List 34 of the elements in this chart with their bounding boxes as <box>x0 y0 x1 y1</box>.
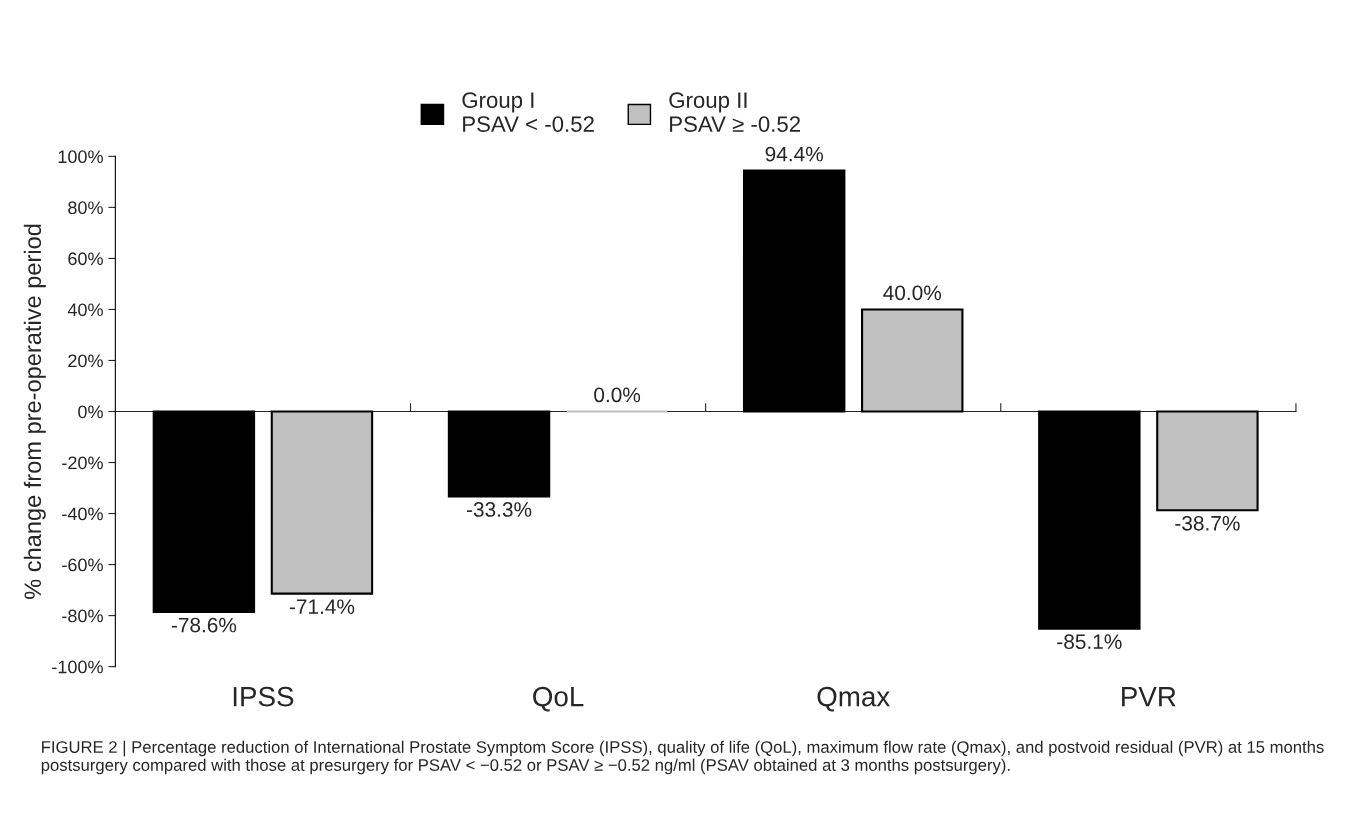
y-tick-label: -40% <box>62 507 103 521</box>
data-label: -78.6% <box>171 617 237 633</box>
y-tick-label: 0% <box>78 405 103 419</box>
y-tick-label: 20% <box>68 354 103 368</box>
data-label: 0.0% <box>594 387 641 403</box>
data-label: 94.4% <box>765 146 823 162</box>
y-tick-label: -20% <box>62 456 103 470</box>
bar <box>1156 410 1259 512</box>
bar <box>152 410 256 614</box>
bar <box>447 410 551 498</box>
y-tick-label: -100% <box>52 660 103 674</box>
x-tick-label: Qmax <box>817 686 890 712</box>
y-tick-label: 100% <box>58 150 103 164</box>
data-label: -85.1% <box>1057 634 1122 650</box>
y-tick-label: 40% <box>67 303 103 317</box>
caption: FIGURE 2 | Percentage reduction of International Prostate Symptom Score (IPSS), quality of life (QoL), maximum flow rate (Qmax), and postvoid residual (PVR) at 15 months postsurgery compared with those at presurgery for PSAV < −0.52 or PSAV ≥ −0.52 ng/ml (PSAV obtained at 3 months postsurgery). <box>41 740 1324 775</box>
y-axis-title: % change from pre-operative period <box>23 224 46 599</box>
y-tick-label: -60% <box>62 558 103 572</box>
legend-label: Group I PSAV < -0.52 <box>462 92 594 132</box>
bar <box>270 410 374 595</box>
x-tick-label: QoL <box>533 686 584 712</box>
bar <box>742 169 846 413</box>
x-tick-label: PVR <box>1122 687 1176 707</box>
x-tick-label: IPSS <box>233 686 294 707</box>
data-label: -38.7% <box>1175 515 1240 531</box>
y-tick-label: 60% <box>68 252 103 266</box>
bar <box>861 308 964 413</box>
bar <box>1038 410 1141 630</box>
data-label: 40.0% <box>883 285 942 301</box>
y-tick-label: -80% <box>62 609 103 623</box>
legend-label: Group II PSAV ≥ -0.52 <box>669 92 800 132</box>
y-tick-label: 80% <box>68 201 103 215</box>
data-label: -33.3% <box>466 502 532 517</box>
data-label: -71.4% <box>289 599 355 614</box>
